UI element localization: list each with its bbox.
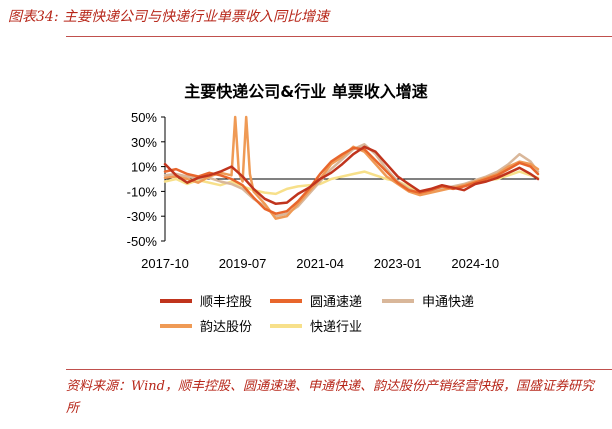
y-tick-label: -50% [127, 234, 158, 249]
y-tick-label: 50% [131, 110, 157, 125]
legend-label-5: 快递行业 [310, 320, 362, 335]
legend-label-3: 申通快递 [422, 295, 474, 310]
source-note: 资料来源：Wind，顺丰控股、圆通速递、申通快递、韵达股份产销经营快报，国盛证券… [66, 379, 594, 416]
x-tick-label: 2023-01 [374, 256, 422, 271]
x-tick-label: 2024-10 [451, 256, 499, 271]
chart-title: 主要快递公司&行业 单票收入增速 [184, 82, 428, 101]
y-tick-label: -10% [127, 184, 158, 199]
legend-label-2: 圆通速递 [310, 295, 362, 310]
bottom-divider [66, 369, 612, 370]
series-line-1 [163, 145, 540, 206]
y-tick-label: 10% [131, 160, 157, 175]
legend-label-4: 韵达股份 [200, 320, 252, 335]
y-tick-label: -30% [127, 209, 158, 224]
top-divider [66, 36, 612, 37]
figure-caption: 图表34: 主要快递公司与快递行业单票收入同比增速 [8, 9, 329, 25]
x-tick-label: 2021-04 [296, 256, 344, 271]
series-line-2 [163, 146, 540, 215]
x-tick-label: 2017-10 [141, 256, 189, 271]
legend-label-1: 顺丰控股 [200, 295, 252, 310]
series-line-4 [163, 115, 540, 220]
x-tick-label: 2019-07 [219, 256, 267, 271]
y-tick-label: 30% [131, 135, 157, 150]
